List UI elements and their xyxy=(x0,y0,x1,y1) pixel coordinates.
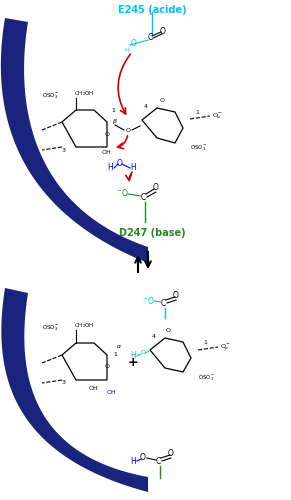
Text: H: H xyxy=(130,458,136,466)
Text: O: O xyxy=(173,292,179,300)
Text: +: + xyxy=(128,356,138,370)
Text: O$^-_\alpha$: O$^-_\alpha$ xyxy=(220,342,231,352)
Text: C: C xyxy=(160,298,166,308)
Text: 3: 3 xyxy=(62,380,66,386)
Text: O: O xyxy=(131,40,137,48)
Text: O: O xyxy=(168,450,174,458)
Text: O$^-_\alpha$: O$^-_\alpha$ xyxy=(212,112,223,120)
Text: C: C xyxy=(140,192,146,202)
Text: 1: 1 xyxy=(111,108,115,114)
Text: O: O xyxy=(117,158,123,168)
Text: 1: 1 xyxy=(113,352,117,358)
Text: O: O xyxy=(125,128,130,132)
Text: OH: OH xyxy=(102,150,112,154)
Polygon shape xyxy=(1,288,148,492)
Text: C: C xyxy=(155,456,161,466)
Text: 1: 1 xyxy=(195,110,199,114)
Text: OSO$_3^-$: OSO$_3^-$ xyxy=(42,324,60,333)
Text: OSO$_3^-$: OSO$_3^-$ xyxy=(42,91,60,101)
Text: O: O xyxy=(160,26,166,36)
Polygon shape xyxy=(1,18,148,263)
Text: CH$_2$OH: CH$_2$OH xyxy=(74,90,95,98)
Text: O: O xyxy=(159,98,164,103)
Text: H: H xyxy=(107,164,113,172)
Text: $\beta$: $\beta$ xyxy=(112,118,118,126)
Text: O: O xyxy=(104,132,109,136)
Text: OSO$_3^-$: OSO$_3^-$ xyxy=(198,373,216,383)
Text: D247 (base): D247 (base) xyxy=(119,228,185,238)
Text: 4: 4 xyxy=(152,334,156,340)
Text: O: O xyxy=(141,350,146,356)
Text: OH: OH xyxy=(107,390,117,394)
Text: $^-$O: $^-$O xyxy=(115,188,129,198)
Text: O: O xyxy=(104,364,109,370)
Text: $^-$O: $^-$O xyxy=(141,294,155,306)
Text: OH: OH xyxy=(89,386,99,390)
Text: 3: 3 xyxy=(62,148,66,152)
Text: C: C xyxy=(147,34,152,42)
Text: 4: 4 xyxy=(144,104,148,110)
Text: O: O xyxy=(166,328,171,334)
Text: E245 (acide): E245 (acide) xyxy=(118,5,186,15)
Text: CH$_2$OH: CH$_2$OH xyxy=(74,322,95,330)
Text: O: O xyxy=(153,184,159,192)
Text: O: O xyxy=(140,454,146,462)
Text: H: H xyxy=(130,164,136,172)
Text: H: H xyxy=(130,352,136,360)
Text: 1: 1 xyxy=(203,340,207,344)
Text: $\alpha$: $\alpha$ xyxy=(116,344,122,350)
Text: OSO$_3^-$: OSO$_3^-$ xyxy=(190,143,208,153)
Text: H: H xyxy=(125,48,129,52)
